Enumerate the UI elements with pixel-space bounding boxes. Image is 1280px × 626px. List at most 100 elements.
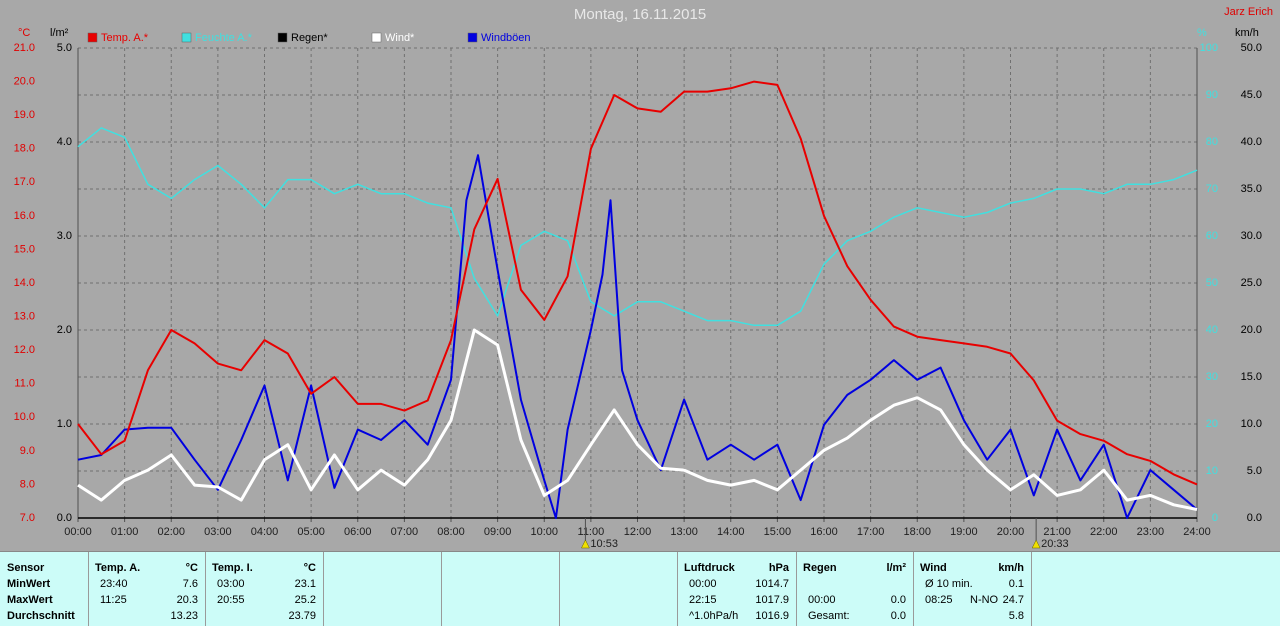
y3-tick-label: 10 — [1206, 465, 1218, 477]
x-tick-label: 12:00 — [624, 526, 652, 538]
y-tick-label: 8.0 — [20, 478, 35, 490]
y-tick-label: 19.0 — [14, 109, 35, 121]
column-unit: km/h — [998, 562, 1024, 574]
legend-label: Regen* — [291, 32, 328, 44]
y2-tick-label: 4.0 — [57, 136, 72, 148]
cell-value: 23.1 — [294, 578, 316, 590]
cell-value: 23.79 — [288, 610, 316, 622]
column-separator — [205, 552, 206, 626]
cell-time: ^1.0hPa/h — [689, 610, 739, 622]
cell-value: 0.0 — [890, 610, 906, 622]
x-tick-label: 19:00 — [950, 526, 978, 538]
cell-value: 0.0 — [890, 594, 906, 606]
y3-tick-label: 60 — [1206, 230, 1218, 242]
y-tick-label: 10.0 — [14, 411, 35, 423]
x-tick-label: 17:00 — [857, 526, 885, 538]
legend-swatch — [87, 32, 98, 43]
x-tick-label: 14:00 — [717, 526, 745, 538]
series-line — [77, 127, 1198, 327]
annotation-icon — [1031, 539, 1041, 549]
row-label: MinWert — [7, 578, 51, 590]
cell-value: 1016.9 — [755, 610, 789, 622]
cell-value: 20.3 — [176, 594, 198, 606]
series-line — [77, 80, 1198, 486]
y-tick-label: 18.0 — [14, 143, 35, 155]
row-label: MaxWert — [7, 594, 53, 606]
cell-value: 7.6 — [182, 578, 198, 590]
y2-tick-label: 3.0 — [57, 230, 72, 242]
y4-tick-label: 10.0 — [1241, 418, 1262, 430]
column-separator — [913, 552, 914, 626]
y-tick-label: 17.0 — [14, 176, 35, 188]
cell-value: 1014.7 — [755, 578, 789, 590]
chart: Montag, 16.11.2015 Jarz Erich °C l/m² % … — [14, 6, 1273, 550]
x-tick-label: 05:00 — [297, 526, 325, 538]
column-unit: °C — [185, 562, 198, 574]
y2-tick-label: 1.0 — [57, 418, 72, 430]
column-separator — [323, 552, 324, 626]
column-separator — [677, 552, 678, 626]
y4-tick-label: 40.0 — [1241, 136, 1262, 148]
y-axis-label: °C — [18, 27, 30, 39]
author: Jarz Erich — [1224, 6, 1273, 18]
y4-tick-label: 30.0 — [1241, 230, 1262, 242]
cell-time: 00:00 — [808, 594, 836, 606]
y3-tick-label: 50 — [1206, 277, 1218, 289]
y2-tick-label: 0.0 — [57, 512, 72, 524]
legend-label: Feuchte A.* — [195, 32, 253, 44]
annotation-label: 10:53 — [590, 538, 618, 550]
legend-label: Temp. A.* — [101, 32, 149, 44]
y3-tick-label: 30 — [1206, 371, 1218, 383]
column-header: Luftdruck — [684, 562, 735, 574]
x-tick-label: 02:00 — [157, 526, 185, 538]
y3-tick-label: 40 — [1206, 324, 1218, 336]
y4-tick-label: 45.0 — [1241, 89, 1262, 101]
cell-time: Ø 10 min. — [925, 578, 973, 590]
column-separator — [88, 552, 89, 626]
x-tick-label: 07:00 — [391, 526, 419, 538]
y2-tick-label: 2.0 — [57, 324, 72, 336]
y-tick-label: 20.0 — [14, 75, 35, 87]
stats-table: Sensor MinWert MaxWert Durchschnitt Temp. A.… — [0, 551, 1280, 626]
y3-tick-label: 70 — [1206, 183, 1218, 195]
column-header: Wind — [920, 562, 947, 574]
cell-value: 25.2 — [294, 594, 316, 606]
cell-value: 5.8 — [1008, 610, 1024, 622]
column-separator — [796, 552, 797, 626]
x-tick-label: 06:00 — [344, 526, 372, 538]
y-tick-label: 14.0 — [14, 277, 35, 289]
x-tick-label: 22:00 — [1090, 526, 1118, 538]
cell-time: 08:25 — [925, 594, 953, 606]
cell-time: 23:40 — [100, 578, 128, 590]
y2-tick-label: 5.0 — [57, 42, 72, 54]
x-tick-label: 15:00 — [764, 526, 792, 538]
y4-tick-label: 5.0 — [1247, 465, 1262, 477]
x-tick-label: 10:00 — [530, 526, 558, 538]
x-tick-label: 08:00 — [437, 526, 465, 538]
x-tick-label: 21:00 — [1043, 526, 1071, 538]
y-tick-label: 9.0 — [20, 445, 35, 457]
column-unit: °C — [303, 562, 316, 574]
x-tick-label: 00:00 — [64, 526, 92, 538]
cell-value: 24.7 — [1002, 594, 1024, 606]
column-header: Temp. A. — [95, 562, 141, 574]
y4-tick-label: 35.0 — [1241, 183, 1262, 195]
y2-axis-label: l/m² — [50, 27, 69, 39]
cell-time: 11:25 — [100, 594, 127, 606]
y4-tick-label: 0.0 — [1247, 512, 1262, 524]
cell-time: Gesamt: — [808, 610, 850, 622]
chart-title: Montag, 16.11.2015 — [574, 6, 706, 23]
legend-label: Windböen — [481, 32, 531, 44]
row-label: Durchschnitt — [7, 610, 75, 622]
cell-time: 03:00 — [217, 578, 245, 590]
cell-time: 20:55 — [217, 594, 245, 606]
column-header: Temp. I. — [212, 562, 253, 574]
x-tick-label: 01:00 — [111, 526, 139, 538]
cell-direction: N-NO — [970, 594, 999, 606]
y3-tick-label: 80 — [1206, 136, 1218, 148]
x-tick-label: 03:00 — [204, 526, 232, 538]
legend-swatch — [371, 32, 382, 43]
y4-tick-label: 15.0 — [1241, 371, 1262, 383]
column-unit: hPa — [768, 562, 789, 574]
